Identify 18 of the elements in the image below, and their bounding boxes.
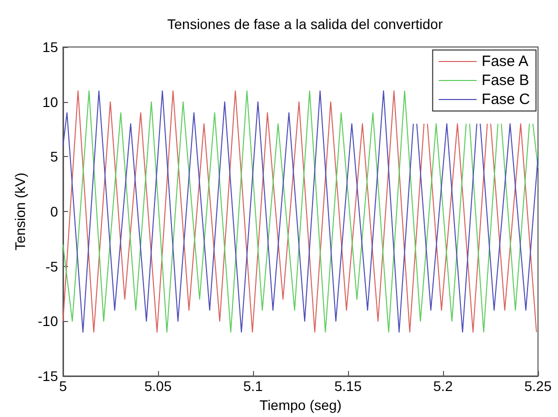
legend-label: Fase A — [482, 53, 528, 70]
y-tick-label: 15 — [42, 39, 58, 55]
x-tick-label: 5.2 — [433, 378, 453, 394]
legend-label: Fase C — [482, 91, 530, 108]
x-tick-label: 5.1 — [243, 378, 263, 394]
x-tick-label: 5.25 — [524, 378, 552, 394]
y-tick-label: -15 — [38, 368, 58, 384]
y-tick-label: 5 — [50, 148, 58, 165]
x-tick-label: 5.05 — [144, 378, 172, 394]
y-tick-label: -5 — [46, 258, 58, 274]
legend-label: Fase B — [482, 72, 530, 89]
chart-title: Tensiones de fase a la salida del convertidor — [167, 16, 444, 32]
y-tick-label: -10 — [38, 313, 58, 330]
x-axis-title: Tiempo (seg) — [260, 396, 342, 413]
y-tick-label: 0 — [50, 204, 58, 220]
x-tick-label: 5.15 — [334, 378, 362, 394]
y-tick-label: 10 — [42, 94, 58, 110]
y-axis-title: Tension (kV) — [12, 172, 28, 250]
